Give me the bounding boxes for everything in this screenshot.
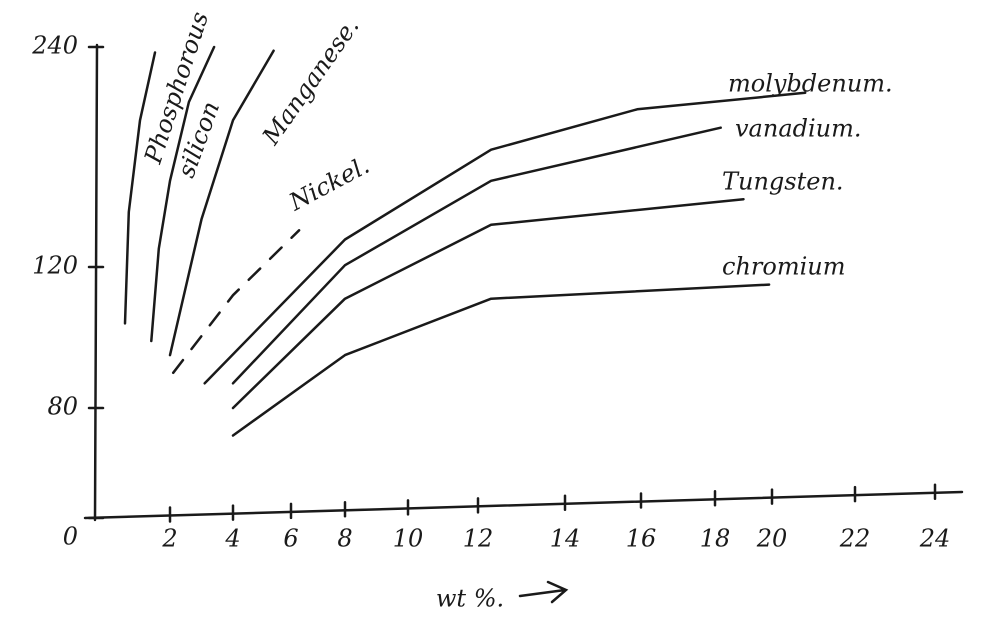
y-tick-label: 0 (63, 523, 78, 551)
x-tick-label: 6 (283, 525, 298, 553)
series-label: Tungsten. (722, 168, 844, 196)
series-label: chromium (722, 253, 845, 281)
series-label: molybdenum. (728, 70, 893, 98)
y-tick-label: 120 (32, 252, 78, 280)
y-axis (95, 45, 97, 520)
x-tick-label: 12 (463, 525, 494, 553)
y-tick-label: 80 (47, 393, 78, 421)
x-tick-label: 4 (224, 525, 240, 553)
arrow (520, 582, 566, 602)
series-label: Manganese. (256, 13, 364, 151)
x-axis (85, 492, 962, 518)
series-line (125, 53, 155, 324)
series-line (233, 285, 769, 436)
y-tick-label: 240 (31, 32, 78, 60)
series-label: vanadium. (735, 115, 862, 143)
series-line (205, 93, 806, 384)
page: wt %. 08012024024681012141618202224Phosp… (0, 0, 991, 622)
series-label: Nickel. (284, 151, 374, 217)
x-tick-label: 10 (393, 525, 424, 553)
x-tick-label: 2 (161, 525, 177, 553)
series-line (233, 128, 721, 384)
x-tick-label: 16 (626, 525, 657, 553)
x-tick-label: 18 (700, 525, 731, 553)
x-axis-label: wt %. (436, 585, 504, 613)
x-tick-label: 24 (919, 525, 951, 553)
x-tick-label: 22 (839, 525, 871, 553)
x-tick-label: 14 (550, 525, 581, 553)
chart: wt %. 08012024024681012141618202224Phosp… (0, 0, 991, 618)
x-tick-label: 20 (756, 525, 788, 553)
x-tick-label: 8 (337, 525, 352, 553)
